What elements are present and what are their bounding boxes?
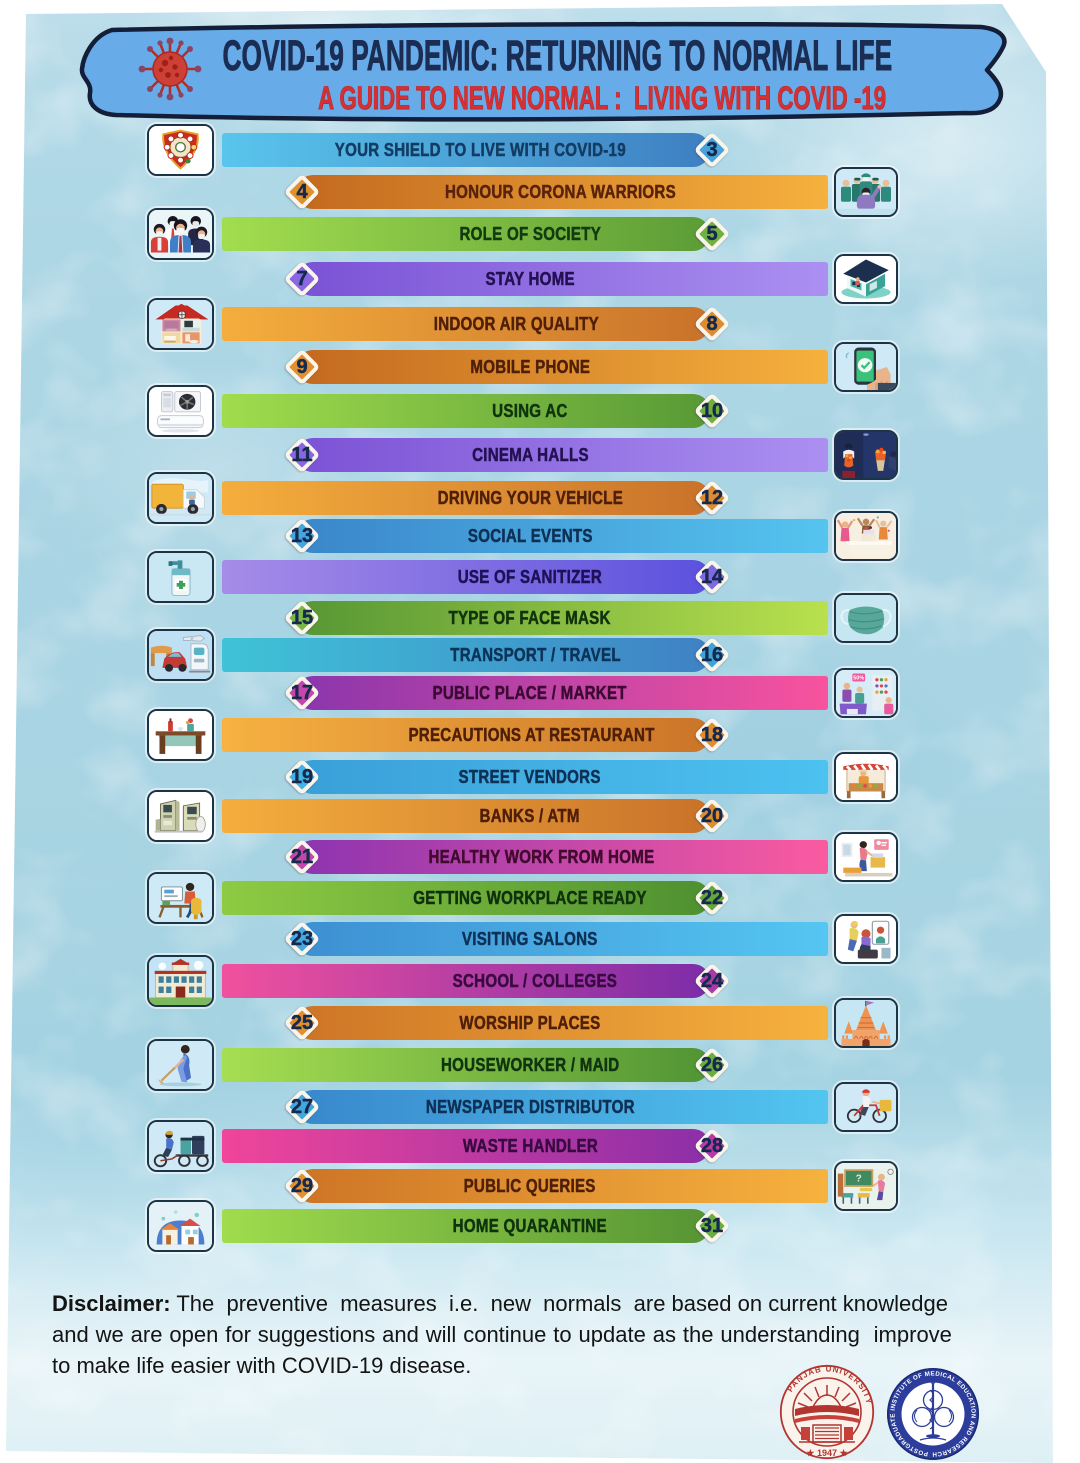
svg-text:50%: 50% [853, 676, 864, 682]
svg-text:★ 1947 ★: ★ 1947 ★ [806, 1448, 848, 1458]
svg-text:?: ? [856, 1174, 862, 1185]
